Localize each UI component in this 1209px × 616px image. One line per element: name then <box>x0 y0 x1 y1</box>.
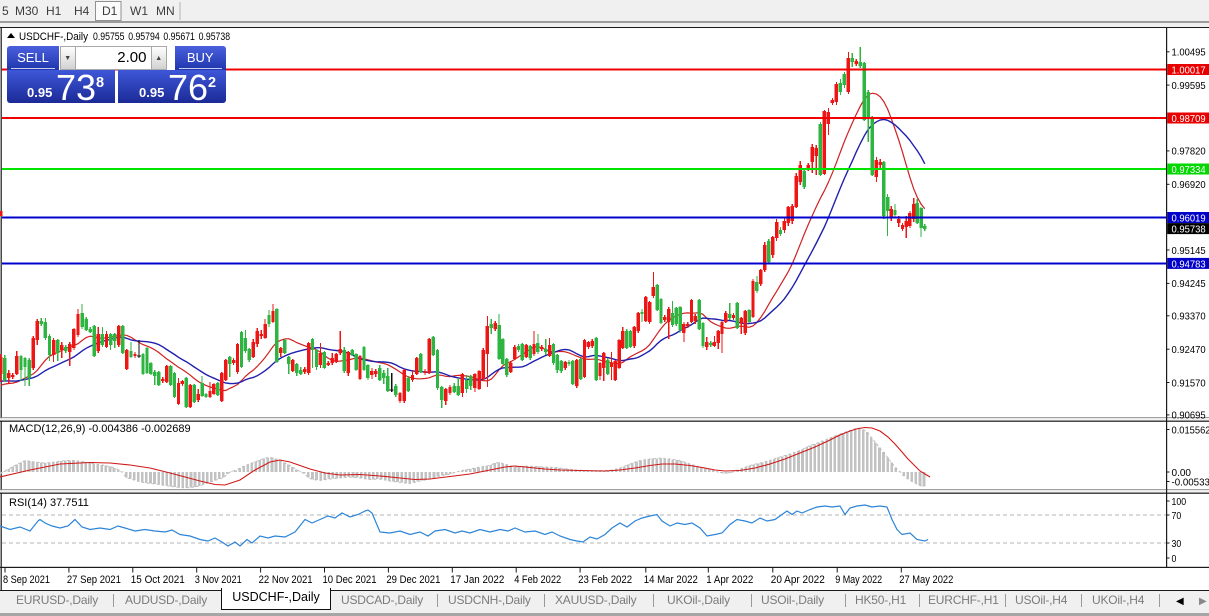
svg-text:0.97820: 0.97820 <box>1172 147 1206 158</box>
svg-text:30: 30 <box>1172 539 1182 550</box>
svg-text:0.95794: 0.95794 <box>128 31 160 43</box>
svg-text:0.95738: 0.95738 <box>199 31 231 43</box>
svg-text:0.95671: 0.95671 <box>163 31 195 43</box>
svg-text:4 Feb 2022: 4 Feb 2022 <box>514 574 561 586</box>
svg-text:0: 0 <box>1172 554 1177 565</box>
svg-text:0.95738: 0.95738 <box>1172 225 1206 236</box>
svg-text:1.00495: 1.00495 <box>1172 48 1206 59</box>
svg-text:USDCHF-,Daily: USDCHF-,Daily <box>19 31 89 43</box>
svg-text:MACD(12,26,9) -0.004386 -0.002: MACD(12,26,9) -0.004386 -0.002689 <box>9 423 191 435</box>
svg-text:0.96019: 0.96019 <box>1172 214 1206 225</box>
svg-text:70: 70 <box>1172 511 1182 522</box>
svg-text:H4: H4 <box>74 4 90 18</box>
svg-text:0.94245: 0.94245 <box>1172 279 1206 290</box>
svg-text:27 Sep 2021: 27 Sep 2021 <box>67 574 121 586</box>
svg-text:27 May 2022: 27 May 2022 <box>899 574 953 586</box>
svg-text:20 Apr 2022: 20 Apr 2022 <box>771 574 825 586</box>
svg-text:14 Mar 2022: 14 Mar 2022 <box>644 574 698 586</box>
svg-text:0.00: 0.00 <box>1172 468 1192 479</box>
svg-text:RSI(14) 37.7511: RSI(14) 37.7511 <box>9 497 89 509</box>
svg-text:0.92470: 0.92470 <box>1172 345 1206 356</box>
svg-text:0.94783: 0.94783 <box>1172 259 1206 270</box>
svg-text:10 Dec 2021: 10 Dec 2021 <box>323 574 377 586</box>
svg-text:0.96920: 0.96920 <box>1172 180 1206 191</box>
svg-text:-0.005335: -0.005335 <box>1172 477 1209 488</box>
svg-text:0.95755: 0.95755 <box>93 31 125 43</box>
svg-text:15 Oct 2021: 15 Oct 2021 <box>131 574 185 586</box>
svg-text:9 May 2022: 9 May 2022 <box>835 574 882 586</box>
svg-text:0.93370: 0.93370 <box>1172 312 1206 323</box>
svg-text:W1: W1 <box>130 4 148 18</box>
svg-text:5: 5 <box>2 4 9 18</box>
svg-text:D1: D1 <box>102 4 118 18</box>
svg-text:29 Dec 2021: 29 Dec 2021 <box>386 574 440 586</box>
svg-text:3 Nov 2021: 3 Nov 2021 <box>195 574 242 586</box>
svg-text:8 Sep 2021: 8 Sep 2021 <box>3 574 50 586</box>
svg-text:MN: MN <box>156 4 175 18</box>
svg-text:0.90695: 0.90695 <box>1172 411 1206 422</box>
svg-text:H1: H1 <box>46 4 62 18</box>
svg-text:22 Nov 2021: 22 Nov 2021 <box>259 574 313 586</box>
svg-text:0.95145: 0.95145 <box>1172 246 1206 257</box>
svg-text:1 Apr 2022: 1 Apr 2022 <box>706 574 753 586</box>
svg-text:0.015562: 0.015562 <box>1172 425 1209 436</box>
svg-text:M30: M30 <box>15 4 39 18</box>
svg-text:23 Feb 2022: 23 Feb 2022 <box>578 574 632 586</box>
svg-text:0.91570: 0.91570 <box>1172 378 1206 389</box>
svg-text:0.97334: 0.97334 <box>1172 165 1206 176</box>
svg-text:0.98709: 0.98709 <box>1172 114 1206 125</box>
svg-text:1.00017: 1.00017 <box>1172 66 1206 77</box>
svg-text:17 Jan 2022: 17 Jan 2022 <box>450 574 504 586</box>
svg-text:100: 100 <box>1172 497 1187 508</box>
svg-text:0.99595: 0.99595 <box>1172 81 1206 92</box>
